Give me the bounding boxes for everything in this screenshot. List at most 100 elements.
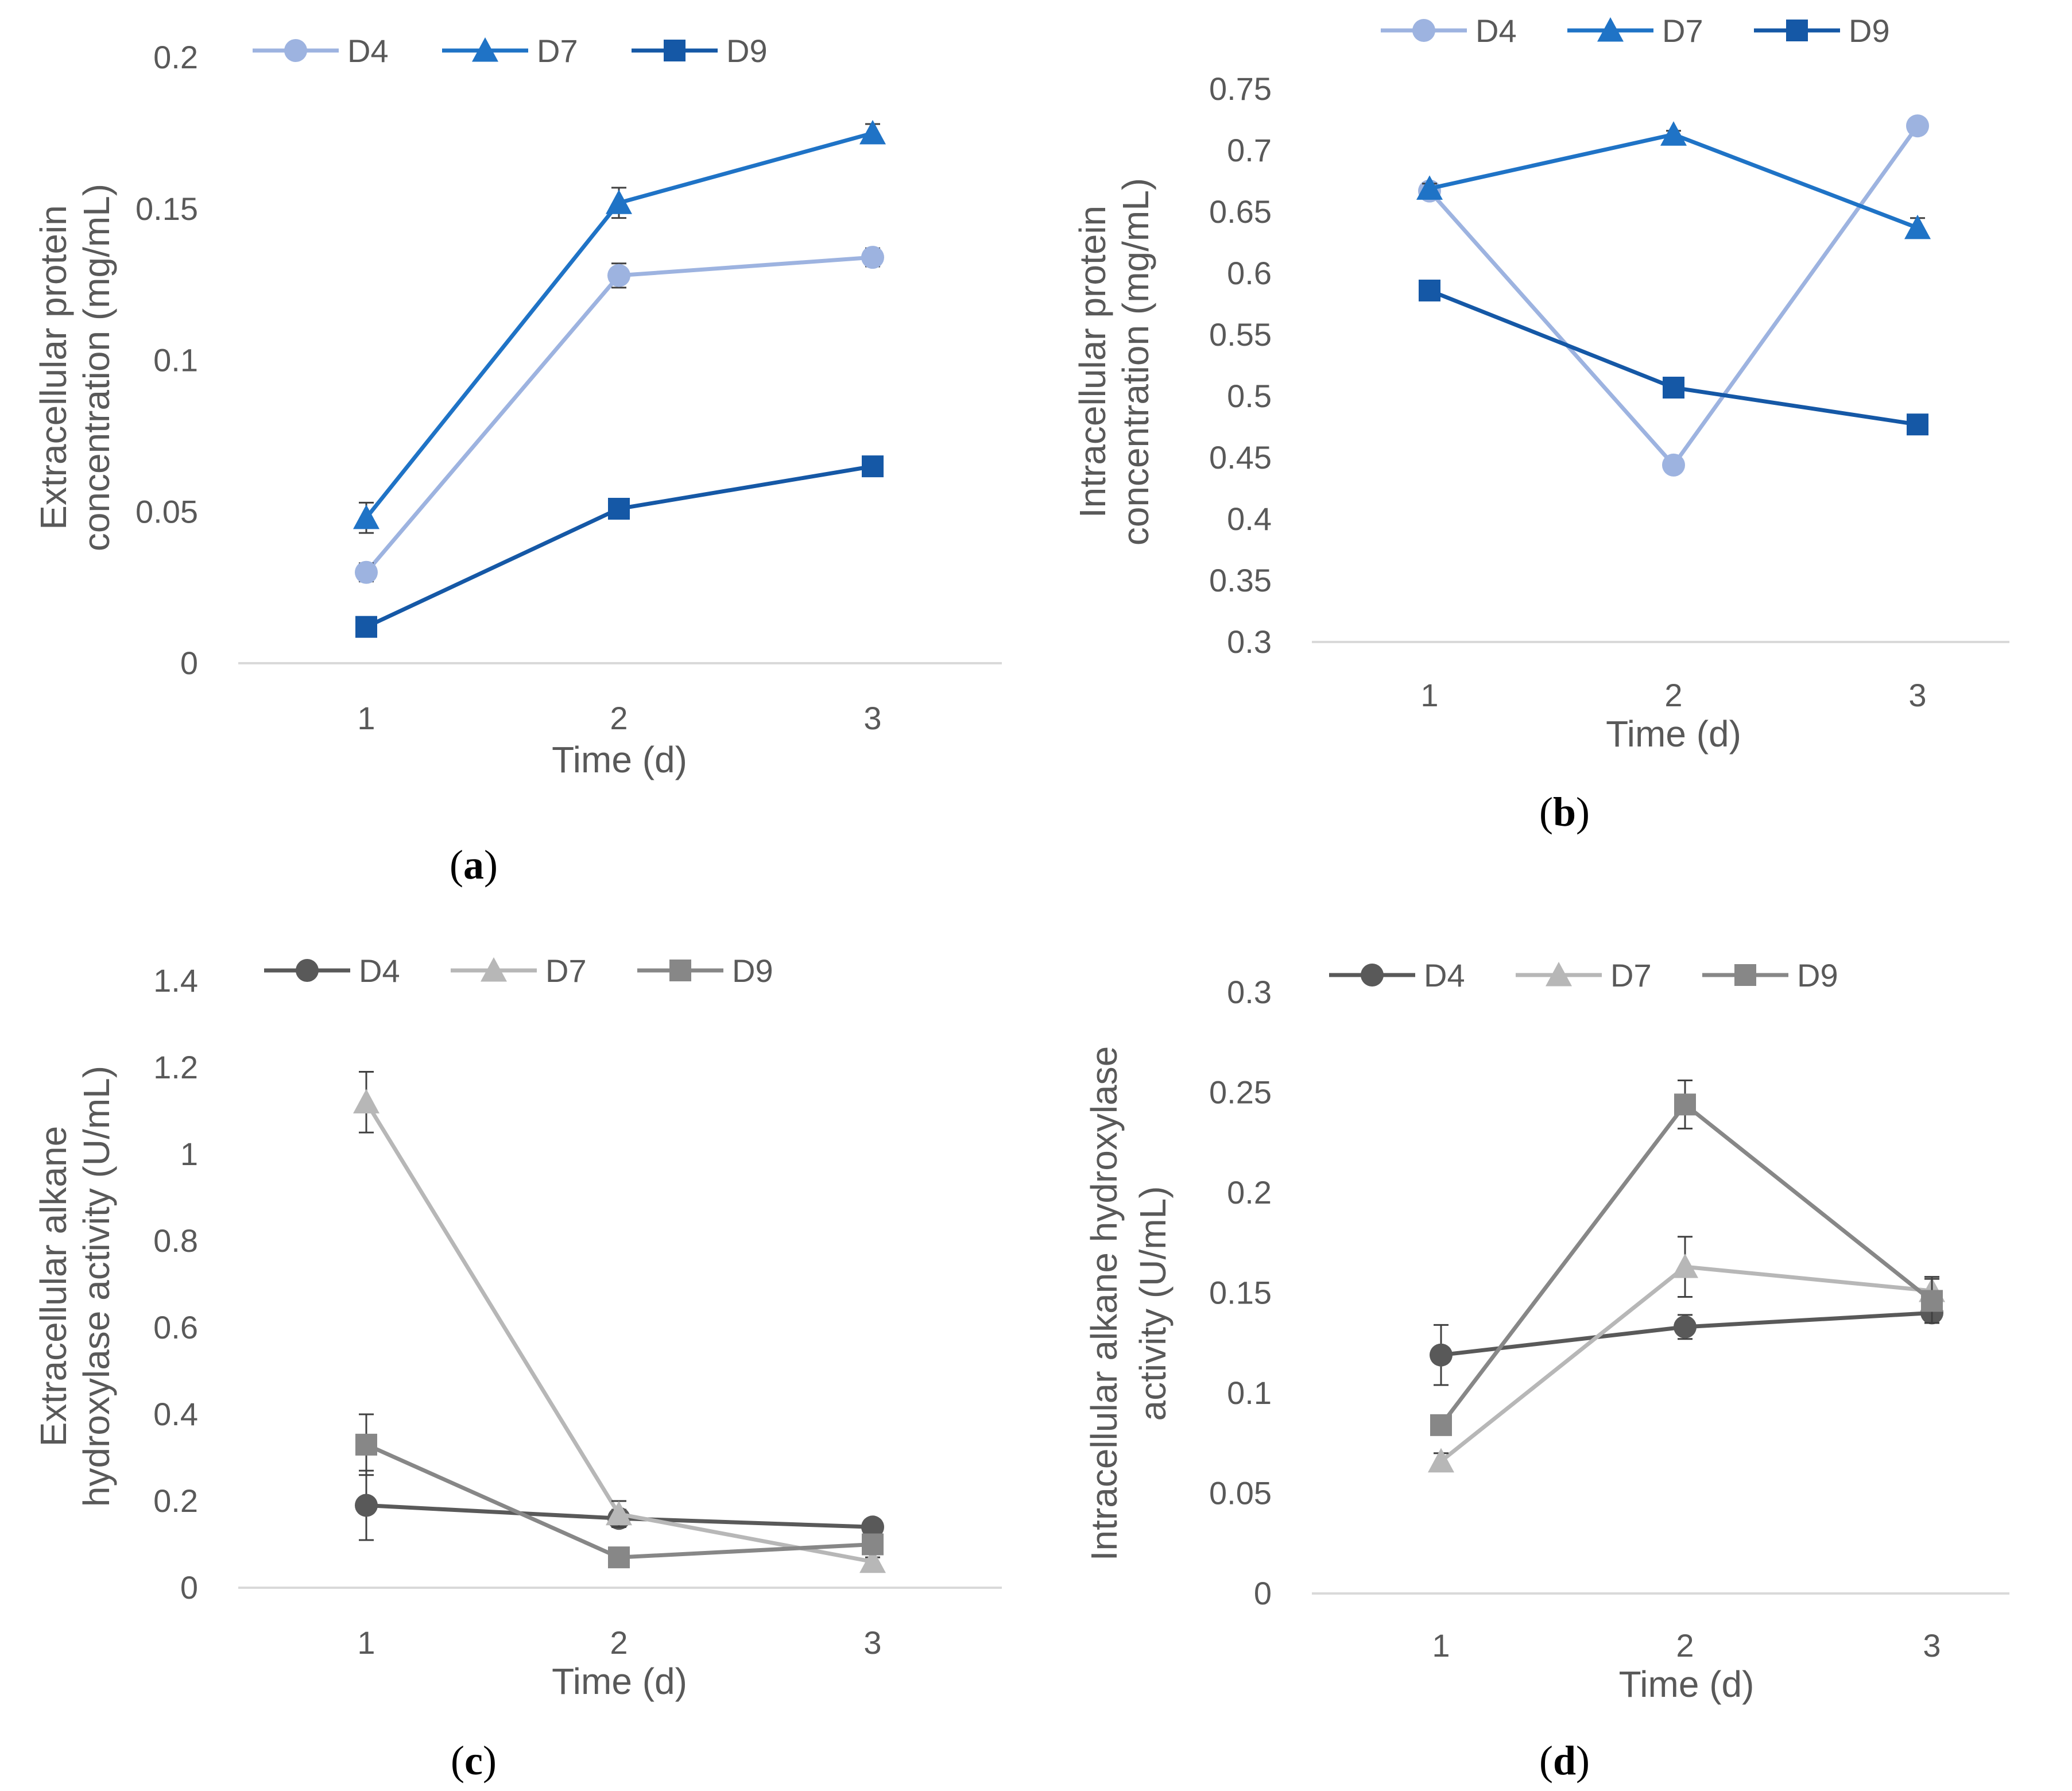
data-point [355, 560, 378, 584]
legend-marker [472, 37, 498, 62]
panel-label-letter: a [463, 842, 484, 888]
y-tick-label: 1 [180, 1136, 198, 1172]
y-axis-label: concentration (mg/mL) [76, 184, 117, 551]
data-point [1428, 1448, 1454, 1473]
series-d9 [1419, 279, 1928, 436]
x-tick-label: 1 [357, 1624, 375, 1661]
series-line [1439, 1264, 1932, 1463]
y-axis-label: Intracellular protein [1072, 206, 1113, 518]
y-axis-label: concentration (mg/mL) [1115, 178, 1156, 546]
x-tick-label: 1 [357, 700, 375, 736]
x-tick-label: 2 [1664, 677, 1682, 713]
legend-item-d7: D7 [451, 953, 587, 989]
data-point [1430, 1343, 1453, 1367]
data-point [355, 1433, 377, 1456]
data-point [1419, 279, 1440, 301]
legend-label: D7 [1662, 13, 1703, 49]
y-tick-label: 0.15 [1209, 1275, 1272, 1311]
data-point [1662, 453, 1685, 477]
data-point [608, 1546, 630, 1569]
y-tick-label: 0.25 [1209, 1074, 1272, 1111]
y-tick-label: 0.2 [1227, 1174, 1272, 1210]
y-tick-label: 0.35 [1209, 562, 1272, 598]
y-tick-label: 0 [180, 645, 198, 681]
chart-panel-c: 0 0.2 0.4 0.6 0.8 1 1.2 1.4 1 2 3 Time (d) Extracell… [33, 953, 1002, 1784]
y-tick-label: 0.8 [153, 1223, 198, 1259]
data-point [608, 497, 630, 520]
y-tick-label: 0.3 [1227, 624, 1272, 660]
panel-label-close: ) [484, 842, 498, 888]
data-point [1660, 121, 1687, 146]
data-point [862, 455, 884, 478]
legend-item-d4: D4 [1329, 957, 1465, 993]
y-axis-label: Extracellular alkane [33, 1126, 74, 1447]
panel-label-open: ( [1539, 1738, 1553, 1784]
series-d7 [353, 119, 886, 534]
series-d4 [355, 246, 884, 584]
y-tick-label: 0.75 [1209, 71, 1272, 107]
data-point [1663, 377, 1684, 399]
y-tick-label: 0.6 [1227, 255, 1272, 291]
panel-label-letter: b [1553, 789, 1576, 835]
data-point [862, 1533, 884, 1556]
y-tick-label: 1.4 [153, 962, 198, 999]
y-tick-label: 0.4 [153, 1396, 198, 1432]
data-point [1430, 1414, 1452, 1436]
legend-marker [1546, 962, 1572, 987]
legend-label: D9 [1849, 13, 1890, 49]
legend-marker [1361, 964, 1384, 987]
panel-label: (b) [1539, 789, 1590, 835]
legend-label: D4 [1424, 957, 1465, 993]
legend-item-d4: D4 [253, 33, 389, 69]
y-tick-label: 0.55 [1209, 316, 1272, 353]
x-tick-label: 3 [1908, 677, 1926, 713]
legend-item-d9: D9 [637, 953, 773, 989]
data-point [1416, 175, 1443, 200]
data-point [353, 504, 379, 529]
data-point [859, 119, 886, 145]
legend-label: D7 [537, 33, 578, 69]
panel-label-close: ) [1576, 789, 1590, 835]
y-tick-label: 0.1 [1227, 1375, 1272, 1411]
data-point [1674, 1315, 1697, 1339]
series-line [1429, 132, 1919, 230]
y-axis-label: Extracellular protein [33, 205, 74, 530]
panel-label: (c) [451, 1738, 497, 1784]
legend-label: D9 [726, 33, 768, 69]
data-point [861, 1515, 884, 1539]
x-tick-label: 2 [610, 700, 628, 736]
legend-marker [1734, 964, 1756, 986]
x-tick-label: 3 [1923, 1627, 1941, 1664]
series-line [365, 255, 873, 574]
x-axis-label: Time (d) [1619, 1664, 1755, 1705]
data-point [355, 1494, 378, 1517]
chart-panel-b: 0.3 0.35 0.4 0.45 0.5 0.55 0.6 0.65 0.7 0.75 1 2 3 Ti… [1072, 13, 2009, 835]
x-axis-label: Time (d) [552, 739, 687, 780]
data-point [606, 1500, 632, 1526]
data-point [353, 1089, 379, 1113]
y-tick-label: 0.4 [1227, 501, 1272, 537]
legend-label: D7 [545, 953, 587, 989]
panel-label-close: ) [483, 1738, 497, 1784]
legend-marker [664, 40, 685, 61]
x-tick-label: 3 [863, 1624, 881, 1661]
legend-label: D4 [347, 33, 389, 69]
data-point [1907, 413, 1928, 436]
panel-label-close: ) [1576, 1738, 1590, 1784]
x-tick-label: 2 [610, 1624, 628, 1661]
y-tick-label: 0 [1254, 1575, 1272, 1611]
series-d9 [355, 455, 884, 638]
legend-label: D4 [1475, 13, 1517, 49]
legend-item-d9: D9 [632, 33, 768, 69]
legend-item-d7: D7 [442, 33, 578, 69]
data-point [1921, 1290, 1943, 1312]
x-axis-label: Time (d) [1606, 713, 1741, 755]
data-point [1906, 114, 1929, 138]
y-tick-label: 0.7 [1227, 132, 1272, 168]
panel-label-letter: c [464, 1738, 483, 1784]
panel-label-open: ( [450, 842, 463, 888]
data-point [1672, 1254, 1698, 1278]
y-tick-label: 0.65 [1209, 194, 1272, 230]
legend-label: D9 [1797, 957, 1838, 993]
